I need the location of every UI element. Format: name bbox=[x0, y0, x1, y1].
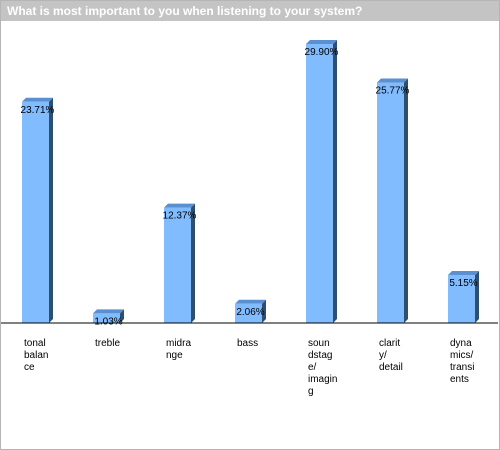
bar-top-1 bbox=[22, 97, 53, 102]
bar-front-5 bbox=[306, 44, 333, 323]
bar-side-3 bbox=[191, 203, 195, 323]
category-label-line: balan bbox=[24, 350, 48, 361]
bar-value-label-2: 1.03% bbox=[94, 316, 122, 327]
bar-front-4 bbox=[235, 303, 262, 323]
category-label-line: e/ bbox=[308, 362, 317, 373]
bar-1 bbox=[22, 97, 53, 324]
bar-front-6 bbox=[377, 82, 404, 323]
category-label-line: mics/ bbox=[450, 350, 474, 361]
bar-value-label-4: 2.06% bbox=[236, 307, 264, 318]
category-label-line: ce bbox=[24, 362, 35, 373]
bar-side-7 bbox=[475, 270, 479, 323]
category-label-line: detail bbox=[379, 362, 403, 373]
bar-front-2 bbox=[93, 313, 120, 323]
category-label-line: midra bbox=[166, 338, 191, 349]
bar-top-2 bbox=[93, 309, 124, 314]
bar-front-1 bbox=[22, 101, 49, 324]
category-label-line: ents bbox=[450, 374, 469, 385]
bar-top-5 bbox=[306, 40, 337, 44]
bar-3 bbox=[164, 203, 195, 323]
category-label-line: nge bbox=[166, 350, 183, 361]
bar-value-label-1: 23.71% bbox=[21, 105, 55, 116]
bar-6 bbox=[377, 78, 408, 323]
bar-side-6 bbox=[404, 78, 408, 323]
bar-top-7 bbox=[448, 270, 479, 275]
bar-value-labels: 23.71% 1.03% 12.37% 2.06% 29.90% 25.77% 5.15% bbox=[21, 47, 478, 327]
bar-top-3 bbox=[164, 203, 195, 208]
category-label-line: dstag bbox=[308, 350, 332, 361]
category-label-line: clarit bbox=[379, 338, 400, 349]
bar-side-5 bbox=[333, 40, 337, 323]
category-label-3: midra nge bbox=[166, 338, 191, 361]
category-label-4: bass bbox=[237, 338, 258, 349]
bar-7 bbox=[448, 270, 479, 323]
bar-side-4 bbox=[262, 299, 266, 323]
category-label-line: transi bbox=[450, 362, 474, 373]
bar-value-label-5: 29.90% bbox=[305, 47, 339, 58]
chart-title: What is most important to you when liste… bbox=[1, 1, 499, 21]
category-label-5: soun dstag e/imagin g bbox=[308, 338, 337, 397]
bar-front-7 bbox=[448, 274, 475, 323]
bar-4 bbox=[235, 299, 266, 323]
bar-side-2 bbox=[120, 309, 124, 323]
category-label-line: tonal bbox=[24, 338, 46, 349]
category-label-2: treble bbox=[95, 338, 120, 349]
category-label-line: dyna bbox=[450, 338, 472, 349]
bar-value-label-3: 12.37% bbox=[163, 211, 197, 222]
category-label-line: imagin bbox=[308, 374, 337, 385]
category-label-7: dyna mics/transi ents bbox=[450, 338, 474, 385]
bar-2 bbox=[93, 309, 124, 323]
bar-value-label-6: 25.77% bbox=[376, 86, 410, 97]
category-label-line: g bbox=[308, 386, 314, 397]
category-label-1: tonal balan ce bbox=[24, 338, 48, 373]
bar-5 bbox=[306, 40, 337, 323]
category-label-line: treble bbox=[95, 338, 120, 349]
bar-front-3 bbox=[164, 207, 191, 323]
category-label-line: bass bbox=[237, 338, 258, 349]
bar-value-label-7: 5.15% bbox=[449, 278, 477, 289]
bar-side-1 bbox=[49, 97, 53, 324]
category-label-line: y/ bbox=[379, 350, 387, 361]
bar-top-4 bbox=[235, 299, 266, 304]
bars-group bbox=[22, 40, 479, 324]
bar-top-6 bbox=[377, 78, 408, 83]
category-label-6: clarit y/detail bbox=[379, 338, 403, 373]
category-label-line: soun bbox=[308, 338, 330, 349]
